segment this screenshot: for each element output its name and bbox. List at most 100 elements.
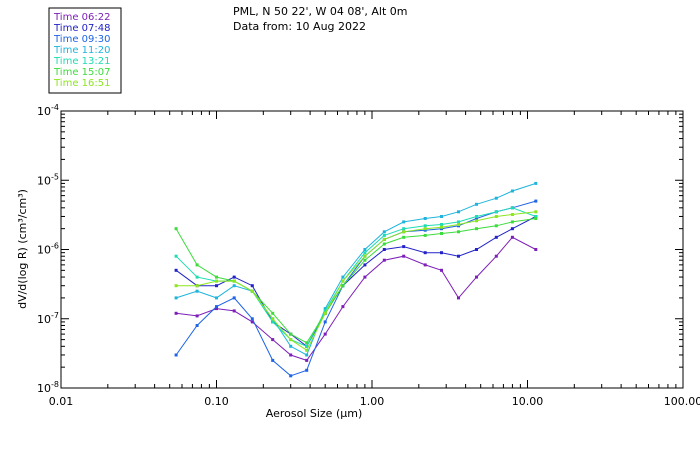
x-tick-label: 10.00 (512, 395, 544, 408)
data-point (174, 254, 178, 258)
data-point (423, 251, 427, 255)
data-point (232, 275, 236, 279)
series-line-2 (175, 216, 537, 348)
data-point (494, 215, 498, 218)
data-point (215, 284, 218, 288)
data-point (457, 223, 460, 226)
data-point (323, 311, 327, 315)
data-point (363, 263, 367, 267)
data-point (534, 217, 538, 220)
data-point (510, 220, 514, 224)
data-point (494, 196, 498, 200)
data-point (363, 254, 367, 258)
data-point (382, 258, 386, 262)
data-point (382, 233, 386, 237)
data-point (494, 235, 498, 239)
data-point (423, 233, 427, 237)
y-tick-label: 10-6 (37, 242, 59, 257)
y-axis-label: dV/d(log R) (cm³/cm³) (16, 189, 29, 309)
data-point (289, 353, 293, 357)
data-point (289, 344, 293, 348)
data-point (195, 289, 199, 293)
data-point (457, 220, 460, 224)
data-point (402, 245, 406, 249)
data-point (174, 268, 178, 272)
data-point (440, 268, 443, 272)
data-point (363, 251, 367, 255)
data-point (271, 317, 275, 321)
legend-entry: Time 06:22 (53, 12, 110, 23)
data-point (423, 227, 427, 231)
data-point (271, 320, 275, 324)
data-point (534, 181, 538, 185)
legend-entry: Time 07:48 (53, 23, 110, 34)
data-point (323, 307, 327, 311)
data-point (534, 215, 538, 218)
data-point (271, 338, 275, 342)
data-point (534, 199, 538, 203)
legend-entry: Time 15:07 (53, 67, 110, 78)
data-point (534, 248, 538, 251)
data-point (195, 263, 199, 267)
data-point (494, 224, 498, 228)
data-point (305, 341, 309, 345)
chart-subtitle: Data from: 10 Aug 2022 (233, 20, 366, 33)
data-point (271, 311, 275, 315)
data-point (341, 305, 345, 309)
x-axis-label: Aerosol Size (µm) (266, 407, 363, 420)
y-tick-label: 10-4 (37, 103, 59, 118)
data-point (363, 248, 367, 251)
data-point (402, 230, 406, 234)
data-point (174, 284, 178, 288)
data-point (323, 309, 327, 313)
data-point (423, 263, 427, 267)
data-point (440, 225, 443, 229)
data-point (382, 248, 386, 251)
series-line-7 (176, 211, 536, 352)
x-tick-label: 1.00 (360, 395, 385, 408)
data-point (174, 227, 178, 231)
data-point (195, 284, 199, 288)
data-point (289, 374, 293, 378)
series-line-5 (175, 207, 536, 347)
data-point (457, 210, 460, 214)
data-point (174, 296, 178, 300)
legend-box (48, 7, 122, 94)
chart-title: PML, N 50 22', W 04 08', Alt 0m (233, 5, 407, 18)
data-point (423, 224, 427, 228)
data-point (510, 206, 514, 210)
data-point (457, 296, 460, 300)
data-point (341, 275, 345, 279)
data-point (341, 279, 345, 283)
data-point (510, 227, 514, 231)
data-point (402, 227, 406, 231)
data-point (510, 235, 514, 239)
legend-entry: Time 16:51 (53, 78, 110, 89)
y-tick-label: 10-8 (37, 380, 59, 395)
data-point (475, 217, 478, 220)
data-point (475, 219, 478, 223)
data-point (475, 275, 478, 279)
data-point (174, 353, 178, 357)
data-point (232, 284, 236, 288)
data-point (440, 223, 443, 226)
y-tick-label: 10-7 (37, 311, 59, 326)
legend-entry: Time 09:30 (53, 34, 110, 45)
data-point (250, 284, 254, 288)
legend-entry: Time 11:20 (53, 45, 110, 56)
data-point (195, 324, 199, 327)
data-point (423, 217, 427, 220)
data-point (250, 320, 254, 324)
data-point (457, 254, 460, 258)
data-point (305, 353, 309, 357)
data-point (323, 320, 327, 324)
data-point (510, 213, 514, 216)
series-line-4 (175, 182, 536, 356)
data-point (475, 227, 478, 231)
data-point (534, 210, 538, 214)
data-point (475, 248, 478, 251)
data-point (232, 279, 236, 283)
data-point (494, 254, 498, 258)
